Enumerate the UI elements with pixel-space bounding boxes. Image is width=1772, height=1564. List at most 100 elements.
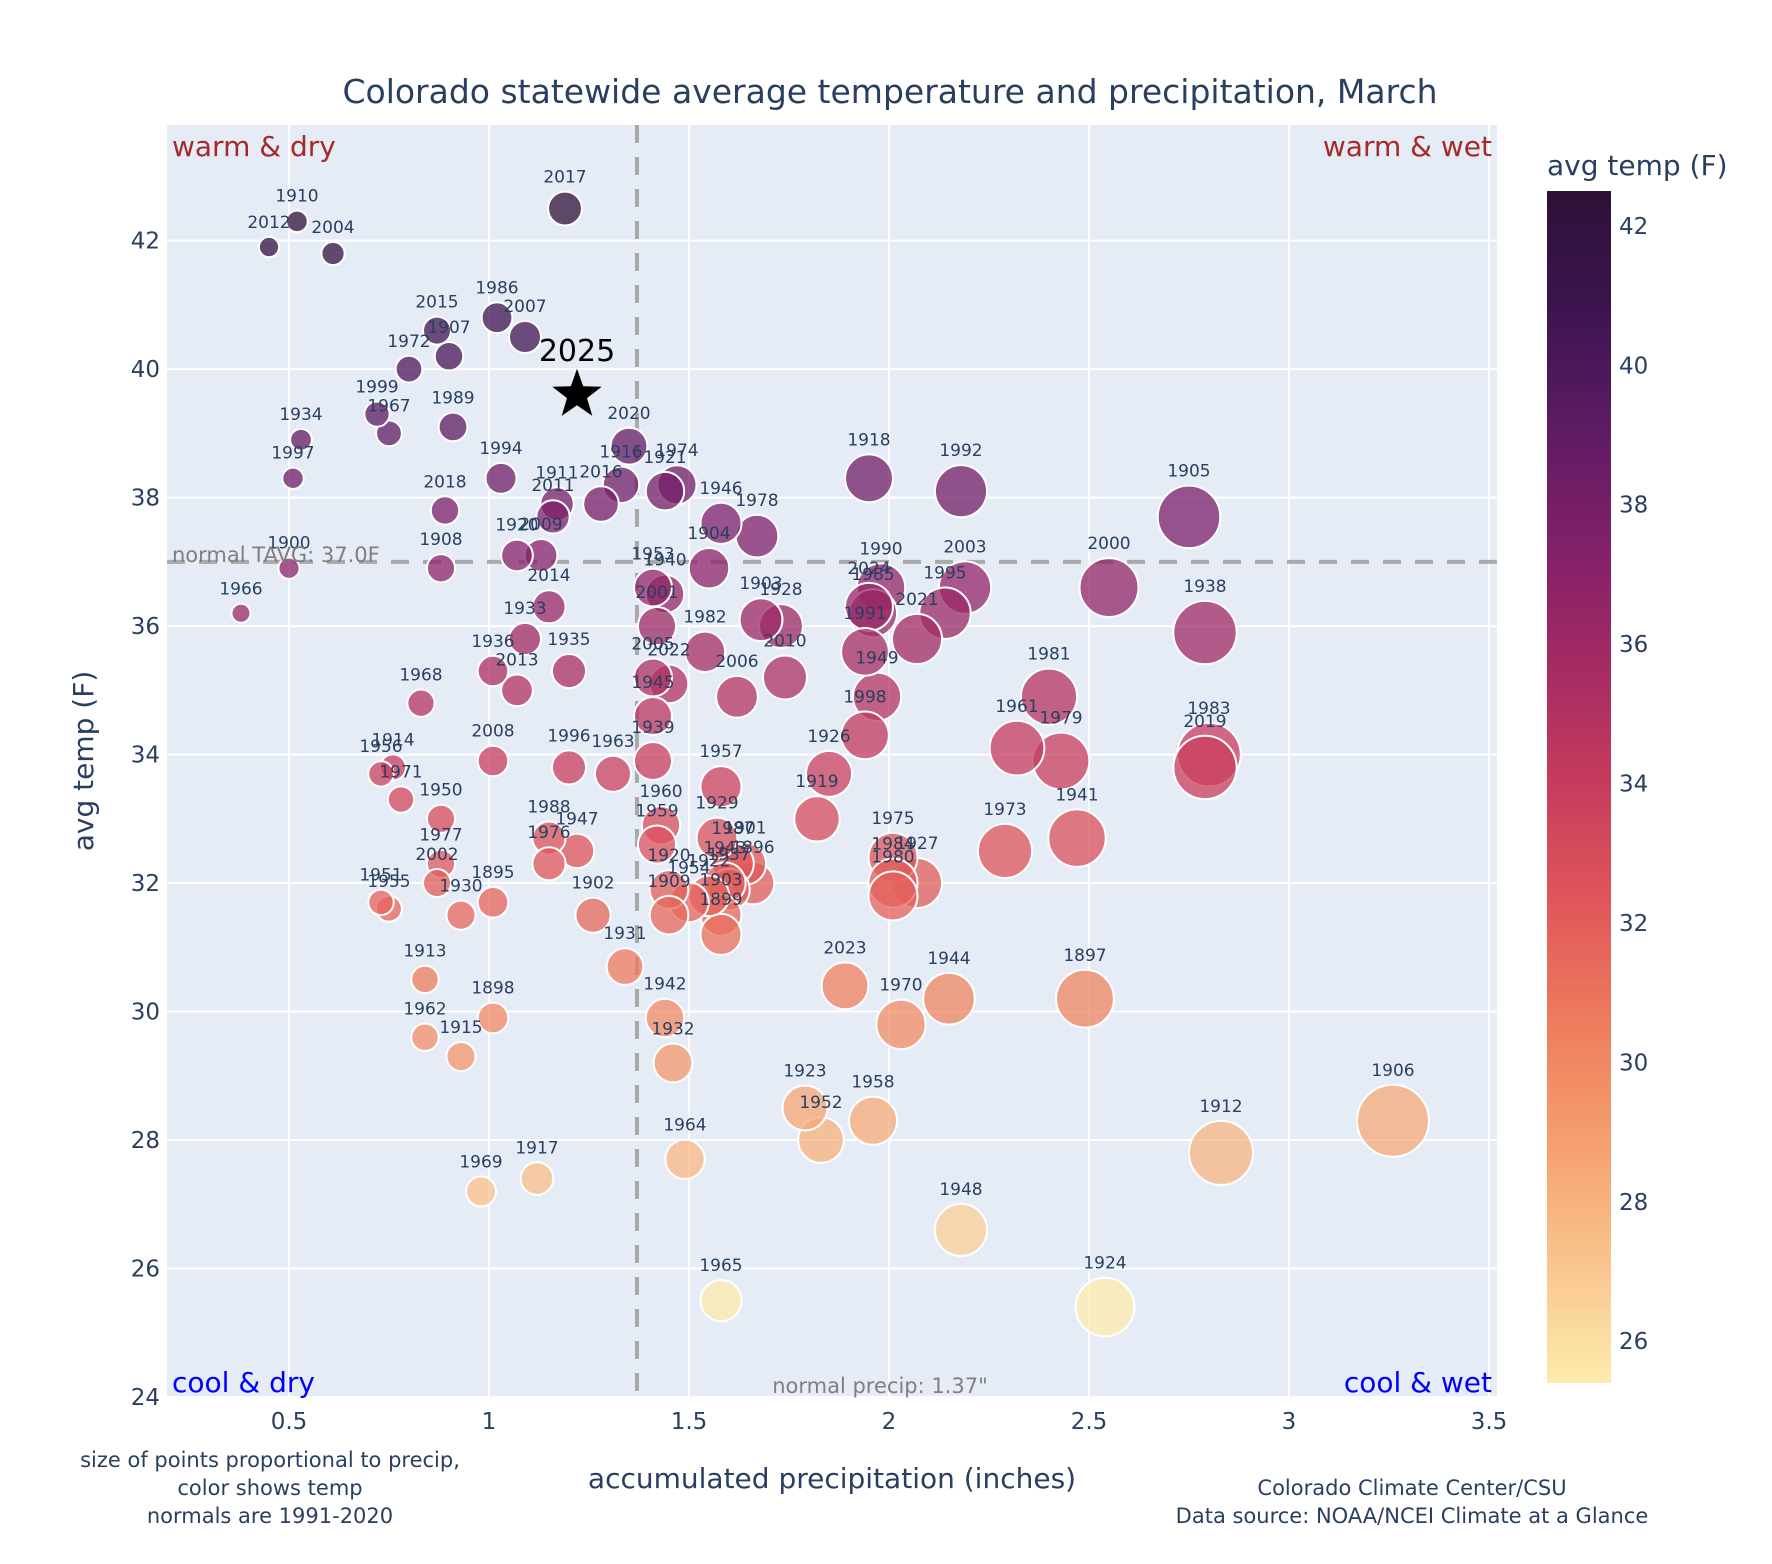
point-label: 1933 xyxy=(503,599,546,619)
colorbar-tick-label: 30 xyxy=(1619,1050,1648,1076)
data-point xyxy=(257,235,281,259)
point-label: 1939 xyxy=(631,718,674,738)
data-point xyxy=(574,896,612,934)
point-label: 1932 xyxy=(651,1020,694,1040)
point-label: 1899 xyxy=(699,890,742,910)
data-point xyxy=(699,1279,743,1323)
data-point xyxy=(683,630,727,673)
point-label: 1904 xyxy=(687,524,730,544)
point-label: 1962 xyxy=(403,1000,446,1020)
data-point xyxy=(550,653,588,690)
colorbar-tick-label: 28 xyxy=(1619,1190,1648,1216)
x-tick-label: 3 xyxy=(1282,1409,1297,1435)
point-label: 2009 xyxy=(519,515,562,535)
data-point xyxy=(421,315,453,346)
note-left: size of points proportional to precip, c… xyxy=(80,1448,460,1528)
data-point xyxy=(484,461,518,495)
data-point xyxy=(793,795,841,843)
data-point xyxy=(593,754,633,793)
data-point xyxy=(609,426,649,466)
data-point xyxy=(1055,968,1115,1029)
point-label: 1902 xyxy=(571,874,614,894)
data-point xyxy=(531,846,567,882)
point-label: 2024 xyxy=(847,559,890,579)
point-label: 1951 xyxy=(359,866,402,886)
point-label: 1952 xyxy=(799,1093,842,1113)
point-label: 1988 xyxy=(527,798,570,818)
point-label: 1967 xyxy=(367,396,410,416)
point-label: 2007 xyxy=(503,297,546,317)
data-point xyxy=(1078,557,1140,619)
x-tick-label: 2 xyxy=(882,1409,897,1435)
colorbar-tick-label: 26 xyxy=(1619,1329,1648,1355)
x-tick-label: 3.5 xyxy=(1471,1409,1508,1435)
point-label: 1923 xyxy=(783,1061,826,1081)
point-label: 1908 xyxy=(419,530,462,550)
point-label: 1949 xyxy=(855,649,898,669)
point-label: 2018 xyxy=(423,472,466,492)
data-point xyxy=(652,1042,694,1084)
data-point xyxy=(648,894,690,936)
point-label: 1916 xyxy=(599,443,642,463)
point-label: 1944 xyxy=(927,949,970,969)
point-labels: 1906 1912 1983 1938 2019 1905 2000 1924 1897 1941… xyxy=(219,168,1414,1277)
data-point xyxy=(1074,1276,1136,1338)
point-label: 1896 xyxy=(731,838,774,858)
star-label: 2025 xyxy=(539,334,615,369)
point-label: 1901 xyxy=(723,819,766,839)
x-tick-label: 2.5 xyxy=(1071,1409,1108,1435)
y-tick-label: 42 xyxy=(131,229,160,255)
point-label: 1897 xyxy=(1063,946,1106,966)
point-label: 1954 xyxy=(667,859,710,879)
data-point xyxy=(976,822,1034,880)
data-point xyxy=(820,961,870,1011)
data-point xyxy=(875,998,927,1051)
x-tick-label: 0.5 xyxy=(271,1409,308,1435)
point-label: 1960 xyxy=(639,782,682,802)
point-label: 2006 xyxy=(715,652,758,672)
data-point xyxy=(1172,599,1238,666)
point-label: 1903 xyxy=(699,871,742,891)
data-point xyxy=(410,964,440,995)
data-point xyxy=(1019,667,1079,726)
data-point xyxy=(664,1138,706,1181)
data-point xyxy=(363,400,391,428)
point-label: 1947 xyxy=(555,810,598,830)
point-label: 1999 xyxy=(355,377,398,397)
data-point xyxy=(535,499,571,535)
point-label: 1928 xyxy=(759,580,802,600)
data-point xyxy=(519,1161,555,1196)
point-label: 1906 xyxy=(1371,1061,1414,1081)
data-point xyxy=(890,612,944,665)
data-point xyxy=(320,240,346,267)
point-label: 1970 xyxy=(879,976,922,996)
point-label: 1965 xyxy=(699,1256,742,1276)
y-tick-label: 32 xyxy=(131,871,160,897)
data-point xyxy=(386,785,416,814)
point-label: 1910 xyxy=(275,187,318,207)
point-label: 2012 xyxy=(247,213,290,233)
point-label: 1937 xyxy=(707,845,750,865)
y-tick-label: 28 xyxy=(131,1128,160,1154)
point-label: 1911 xyxy=(535,463,578,483)
quadrant-cool-wet: cool & wet xyxy=(1344,1366,1492,1399)
point-label: 1964 xyxy=(663,1116,706,1136)
data-point xyxy=(425,553,457,584)
data-point xyxy=(633,741,673,781)
star-marker xyxy=(552,368,602,416)
data-point xyxy=(500,538,534,573)
point-label: 2004 xyxy=(311,218,354,238)
data-point xyxy=(988,719,1046,777)
data-point xyxy=(367,888,395,917)
y-tick-label: 30 xyxy=(131,1000,160,1026)
point-label: 1996 xyxy=(547,726,590,746)
point-label: 1950 xyxy=(419,781,462,801)
point-label: 1963 xyxy=(591,732,634,752)
point-label: 2013 xyxy=(495,650,538,670)
point-label: 1984 xyxy=(871,835,914,855)
point-label: 1907 xyxy=(427,318,470,338)
data-point xyxy=(1172,734,1238,801)
data-point xyxy=(500,673,534,708)
point-label: 1961 xyxy=(995,697,1038,717)
data-point xyxy=(605,947,645,986)
